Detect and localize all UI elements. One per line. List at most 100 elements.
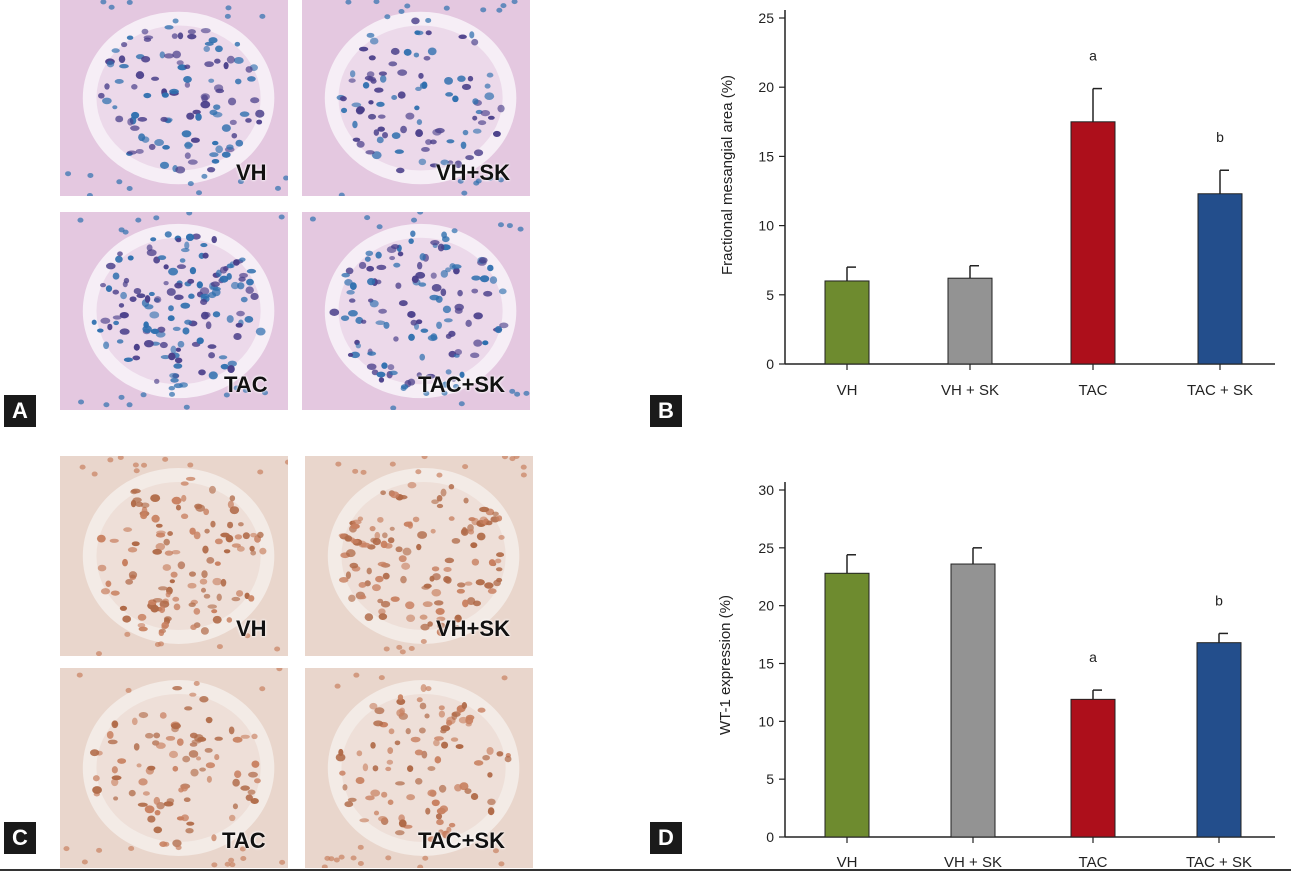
cell-nucleus [137,802,148,807]
cell-nucleus [161,92,169,98]
cell-nucleus [138,778,148,786]
cell-nucleus [159,161,170,169]
cell-nucleus [195,504,206,512]
cell-nucleus [415,469,422,475]
cell-nucleus [414,105,420,111]
cell-nucleus [335,461,342,467]
cell-nucleus [100,0,107,5]
cell-nucleus [239,846,246,852]
bar-vh [824,572,870,838]
cell-nucleus [157,255,167,261]
cell-nucleus [244,633,251,639]
cell-nucleus [344,279,353,286]
cell-nucleus [412,516,420,523]
cell-nucleus [367,278,376,286]
cell-nucleus [462,599,469,608]
cell-nucleus [406,614,416,623]
cell-nucleus [413,52,420,58]
cell-nucleus [419,353,426,361]
cell-nucleus [329,308,340,316]
cell-nucleus [358,581,367,588]
cell-nucleus [475,579,485,586]
bottom-rule [0,869,1291,871]
cell-nucleus [157,326,166,333]
cell-nucleus [418,158,427,166]
cell-nucleus [411,275,419,283]
cell-nucleus [237,282,245,290]
cell-nucleus [374,707,385,715]
cell-nucleus [213,84,224,92]
cell-nucleus [226,315,234,323]
cell-nucleus [181,814,189,822]
cell-nucleus [223,62,229,70]
cell-nucleus [444,576,452,584]
cell-nucleus [245,794,253,801]
cell-nucleus [420,684,427,693]
cell-nucleus [347,352,354,357]
cell-nucleus [109,538,119,543]
cell-nucleus [229,506,240,515]
cell-nucleus [159,712,167,719]
cell-nucleus [158,629,165,637]
cell-nucleus [228,814,236,822]
panel-letter-d: D [650,822,682,854]
cell-nucleus [443,318,453,323]
cell-nucleus [236,590,244,597]
cell-nucleus [245,66,253,73]
cell-nucleus [378,71,387,76]
cell-nucleus [460,528,469,536]
cell-nucleus [338,854,345,860]
cell-nucleus [479,506,490,513]
cell-nucleus [468,529,475,535]
cell-nucleus [86,193,93,196]
chart-d: 0 5 10 15 20 25 30 VH VH + SK a TAC b TAC + SK WT-1 e… [717,482,1275,871]
cell-nucleus [457,289,463,297]
cell-nucleus [369,300,379,308]
cell-nucleus [382,532,388,539]
cell-nucleus [447,160,454,166]
cell-nucleus [448,484,455,490]
cell-nucleus [398,300,408,307]
cell-nucleus [497,104,505,113]
cell-nucleus [450,375,457,382]
cell-nucleus [175,166,186,174]
cell-nucleus [200,627,209,635]
cell-nucleus [168,352,176,361]
cell-nucleus [376,224,383,230]
cell-nucleus [416,372,422,378]
cell-nucleus [378,608,386,615]
cell-nucleus [118,55,126,63]
cell-nucleus [169,579,175,584]
cell-nucleus [366,32,375,38]
cell-nucleus [148,291,155,297]
cell-nucleus [430,272,437,279]
cell-nucleus [364,215,371,221]
cell-nucleus [348,594,356,602]
cell-nucleus [352,468,359,474]
cell-nucleus [200,242,208,248]
cell-nucleus [163,264,169,270]
cell-nucleus [425,139,433,145]
cell-nucleus [117,456,124,461]
cell-nucleus [201,570,208,578]
cell-nucleus [460,141,467,149]
cell-nucleus [381,362,388,369]
cell-nucleus [152,548,163,555]
cell-nucleus [509,388,516,394]
cell-nucleus [461,190,468,196]
cell-nucleus [239,111,250,117]
cell-nucleus [206,775,212,783]
cell-nucleus [63,846,70,852]
cell-nucleus [65,171,72,177]
cell-nucleus [368,55,376,61]
cell-nucleus [338,576,349,583]
cell-nucleus [204,747,213,753]
cell-nucleus [473,760,484,766]
cell-nucleus [111,775,122,781]
cell-nucleus [212,615,222,624]
cell-nucleus [153,732,161,739]
cell-nucleus [400,575,407,584]
cell-nucleus [162,145,170,150]
cell-nucleus [201,94,208,103]
cell-nucleus [96,534,106,543]
